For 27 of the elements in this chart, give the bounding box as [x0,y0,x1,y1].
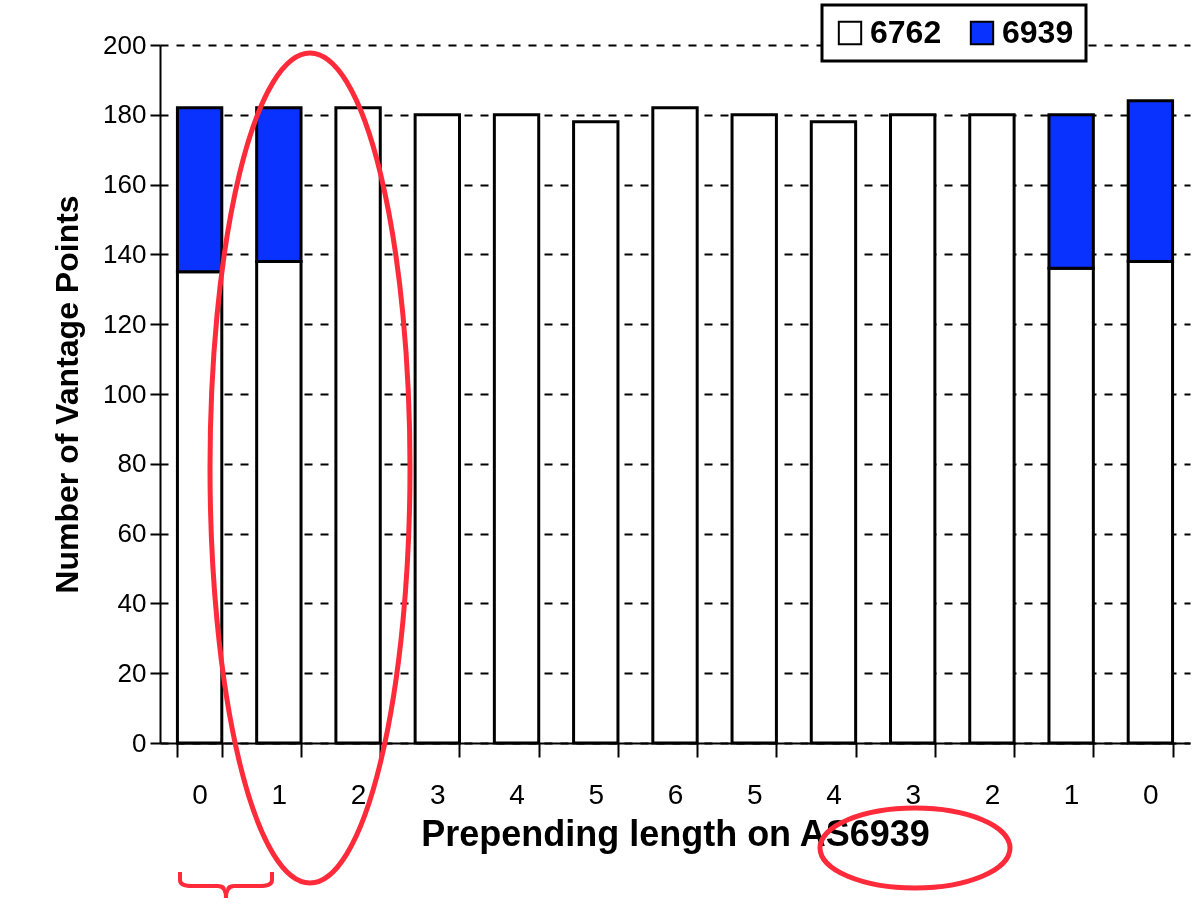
x-tick-label: 4 [509,778,525,810]
legend-label: 6939 [1002,14,1074,50]
x-tick-label: 5 [746,778,763,810]
x-tick-label: 1 [271,778,288,810]
x-tick-label: 2 [350,778,367,810]
legend-label: 6762 [870,14,942,50]
x-tick-label: 0 [1143,778,1159,810]
y-tick-label: 120 [103,308,147,339]
y-axis-title: Number of Vantage Points [49,195,86,594]
y-tick-label: 100 [103,378,147,409]
x-tick-label: 3 [430,778,446,810]
x-tick-label: 3 [905,778,921,810]
y-tick-label: 0 [132,727,147,758]
x-tick-label: 6 [667,778,684,810]
x-tick-label: 5 [588,778,605,810]
y-tick-label: 80 [117,448,147,479]
y-tick-label: 60 [117,518,147,549]
x-tick-label: 1 [1063,778,1080,810]
y-tick-label: 160 [103,169,147,200]
y-tick-label: 40 [117,587,147,618]
y-tick-label: 140 [103,238,147,269]
x-tick-label: 0 [192,778,208,810]
y-tick-label: 200 [103,29,147,60]
x-tick-label: 2 [984,778,1001,810]
x-tick-label: 4 [826,778,842,810]
y-tick-label: 20 [117,657,147,688]
y-tick-label: 180 [103,99,147,130]
